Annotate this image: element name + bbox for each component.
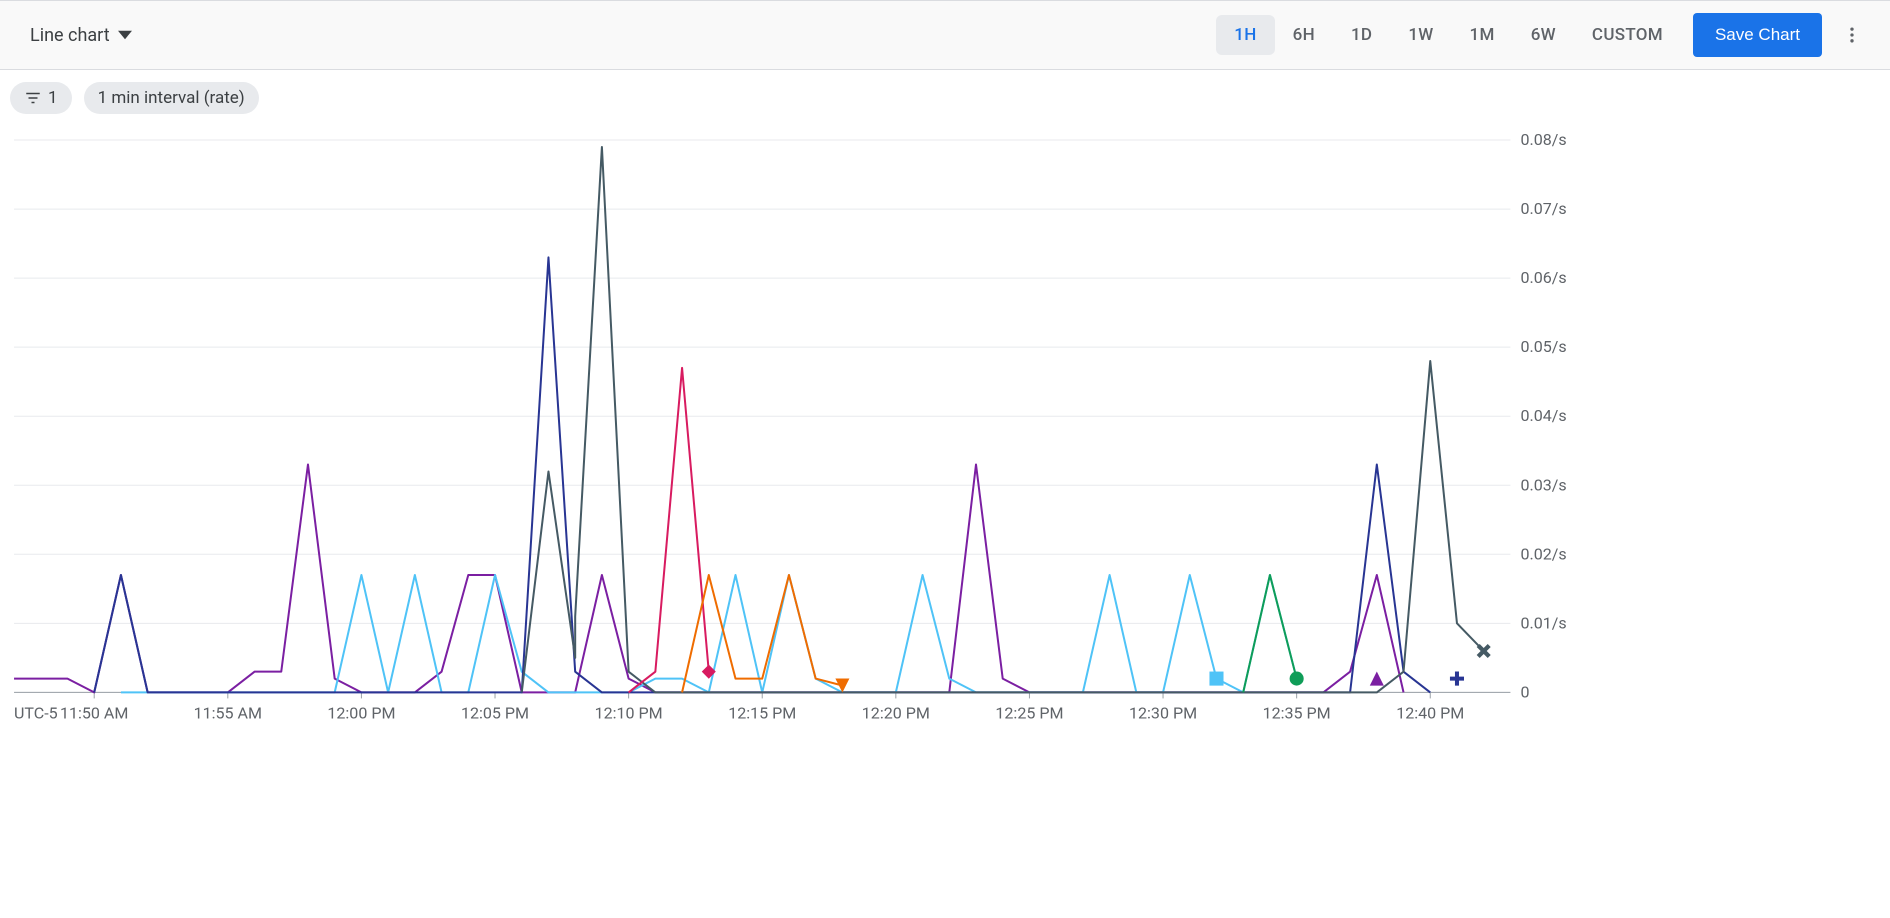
marker-square bbox=[1209, 672, 1223, 686]
filter-icon bbox=[24, 89, 42, 107]
y-tick-label: 0.03/s bbox=[1520, 475, 1566, 494]
time-range-1d[interactable]: 1D bbox=[1333, 15, 1390, 55]
dropdown-triangle-icon bbox=[118, 28, 132, 42]
series-green bbox=[1243, 575, 1296, 692]
y-tick-label: 0.04/s bbox=[1520, 406, 1566, 425]
chart-type-dropdown[interactable]: Line chart bbox=[20, 19, 142, 52]
marker-circle bbox=[1290, 672, 1304, 686]
series-dark-blue bbox=[94, 257, 1430, 692]
series-dark-grey bbox=[522, 147, 1484, 692]
x-tick-label: 11:50 AM bbox=[60, 704, 128, 723]
time-range-1h[interactable]: 1H bbox=[1216, 15, 1274, 55]
time-range-group: 1H6H1D1W1M6WCUSTOM bbox=[1216, 15, 1681, 55]
y-tick-label: 0.08/s bbox=[1520, 130, 1566, 149]
more-options-button[interactable] bbox=[1834, 17, 1870, 53]
line-chart: 0 0.01/s 0.02/s 0.03/s 0.04/s 0.05/s 0.06/s 0.0… bbox=[4, 130, 1882, 838]
y-tick-label: 0.06/s bbox=[1520, 268, 1566, 287]
y-tick-label: 0.07/s bbox=[1520, 199, 1566, 218]
time-range-6w[interactable]: 6W bbox=[1513, 15, 1574, 55]
interval-chip-label: 1 min interval (rate) bbox=[98, 88, 245, 108]
interval-chip[interactable]: 1 min interval (rate) bbox=[84, 82, 259, 114]
toolbar-right: 1H6H1D1W1M6WCUSTOM Save Chart bbox=[1216, 13, 1870, 57]
x-tick-label: 12:40 PM bbox=[1396, 704, 1464, 723]
time-range-1m[interactable]: 1M bbox=[1452, 15, 1513, 55]
chart-type-label: Line chart bbox=[30, 25, 110, 46]
x-tick-label: 12:05 PM bbox=[461, 704, 529, 723]
marker-x bbox=[1477, 644, 1491, 658]
x-tick-label: 12:35 PM bbox=[1263, 704, 1331, 723]
chart-container: 0 0.01/s 0.02/s 0.03/s 0.04/s 0.05/s 0.06/s 0.0… bbox=[0, 126, 1890, 846]
y-tick-label: 0.02/s bbox=[1520, 544, 1566, 563]
x-tick-label: 11:55 AM bbox=[194, 704, 262, 723]
filter-count-value: 1 bbox=[48, 88, 58, 108]
x-tick-label: 12:15 PM bbox=[728, 704, 796, 723]
x-tick-label: 12:30 PM bbox=[1129, 704, 1197, 723]
marker-triangle-up bbox=[1370, 672, 1384, 686]
y-tick-label: 0.05/s bbox=[1520, 337, 1566, 356]
filter-chipbar: 1 1 min interval (rate) bbox=[0, 70, 1890, 126]
filter-count-chip[interactable]: 1 bbox=[10, 82, 72, 114]
y-tick-label: 0.01/s bbox=[1520, 613, 1566, 632]
marker-plus bbox=[1450, 672, 1464, 686]
x-tick-label: 12:20 PM bbox=[862, 704, 930, 723]
kebab-icon bbox=[1842, 25, 1862, 45]
save-chart-button[interactable]: Save Chart bbox=[1693, 13, 1822, 57]
time-range-custom[interactable]: CUSTOM bbox=[1574, 15, 1681, 55]
time-range-6h[interactable]: 6H bbox=[1275, 15, 1333, 55]
time-range-1w[interactable]: 1W bbox=[1390, 15, 1451, 55]
x-tick-label: 12:25 PM bbox=[995, 704, 1063, 723]
chart-toolbar: Line chart 1H6H1D1W1M6WCUSTOM Save Chart bbox=[0, 0, 1890, 70]
x-tick-label: 12:10 PM bbox=[595, 704, 663, 723]
x-tick-label: 12:00 PM bbox=[327, 704, 395, 723]
timezone-label: UTC-5 bbox=[14, 704, 58, 723]
y-tick-label: 0 bbox=[1520, 682, 1529, 701]
